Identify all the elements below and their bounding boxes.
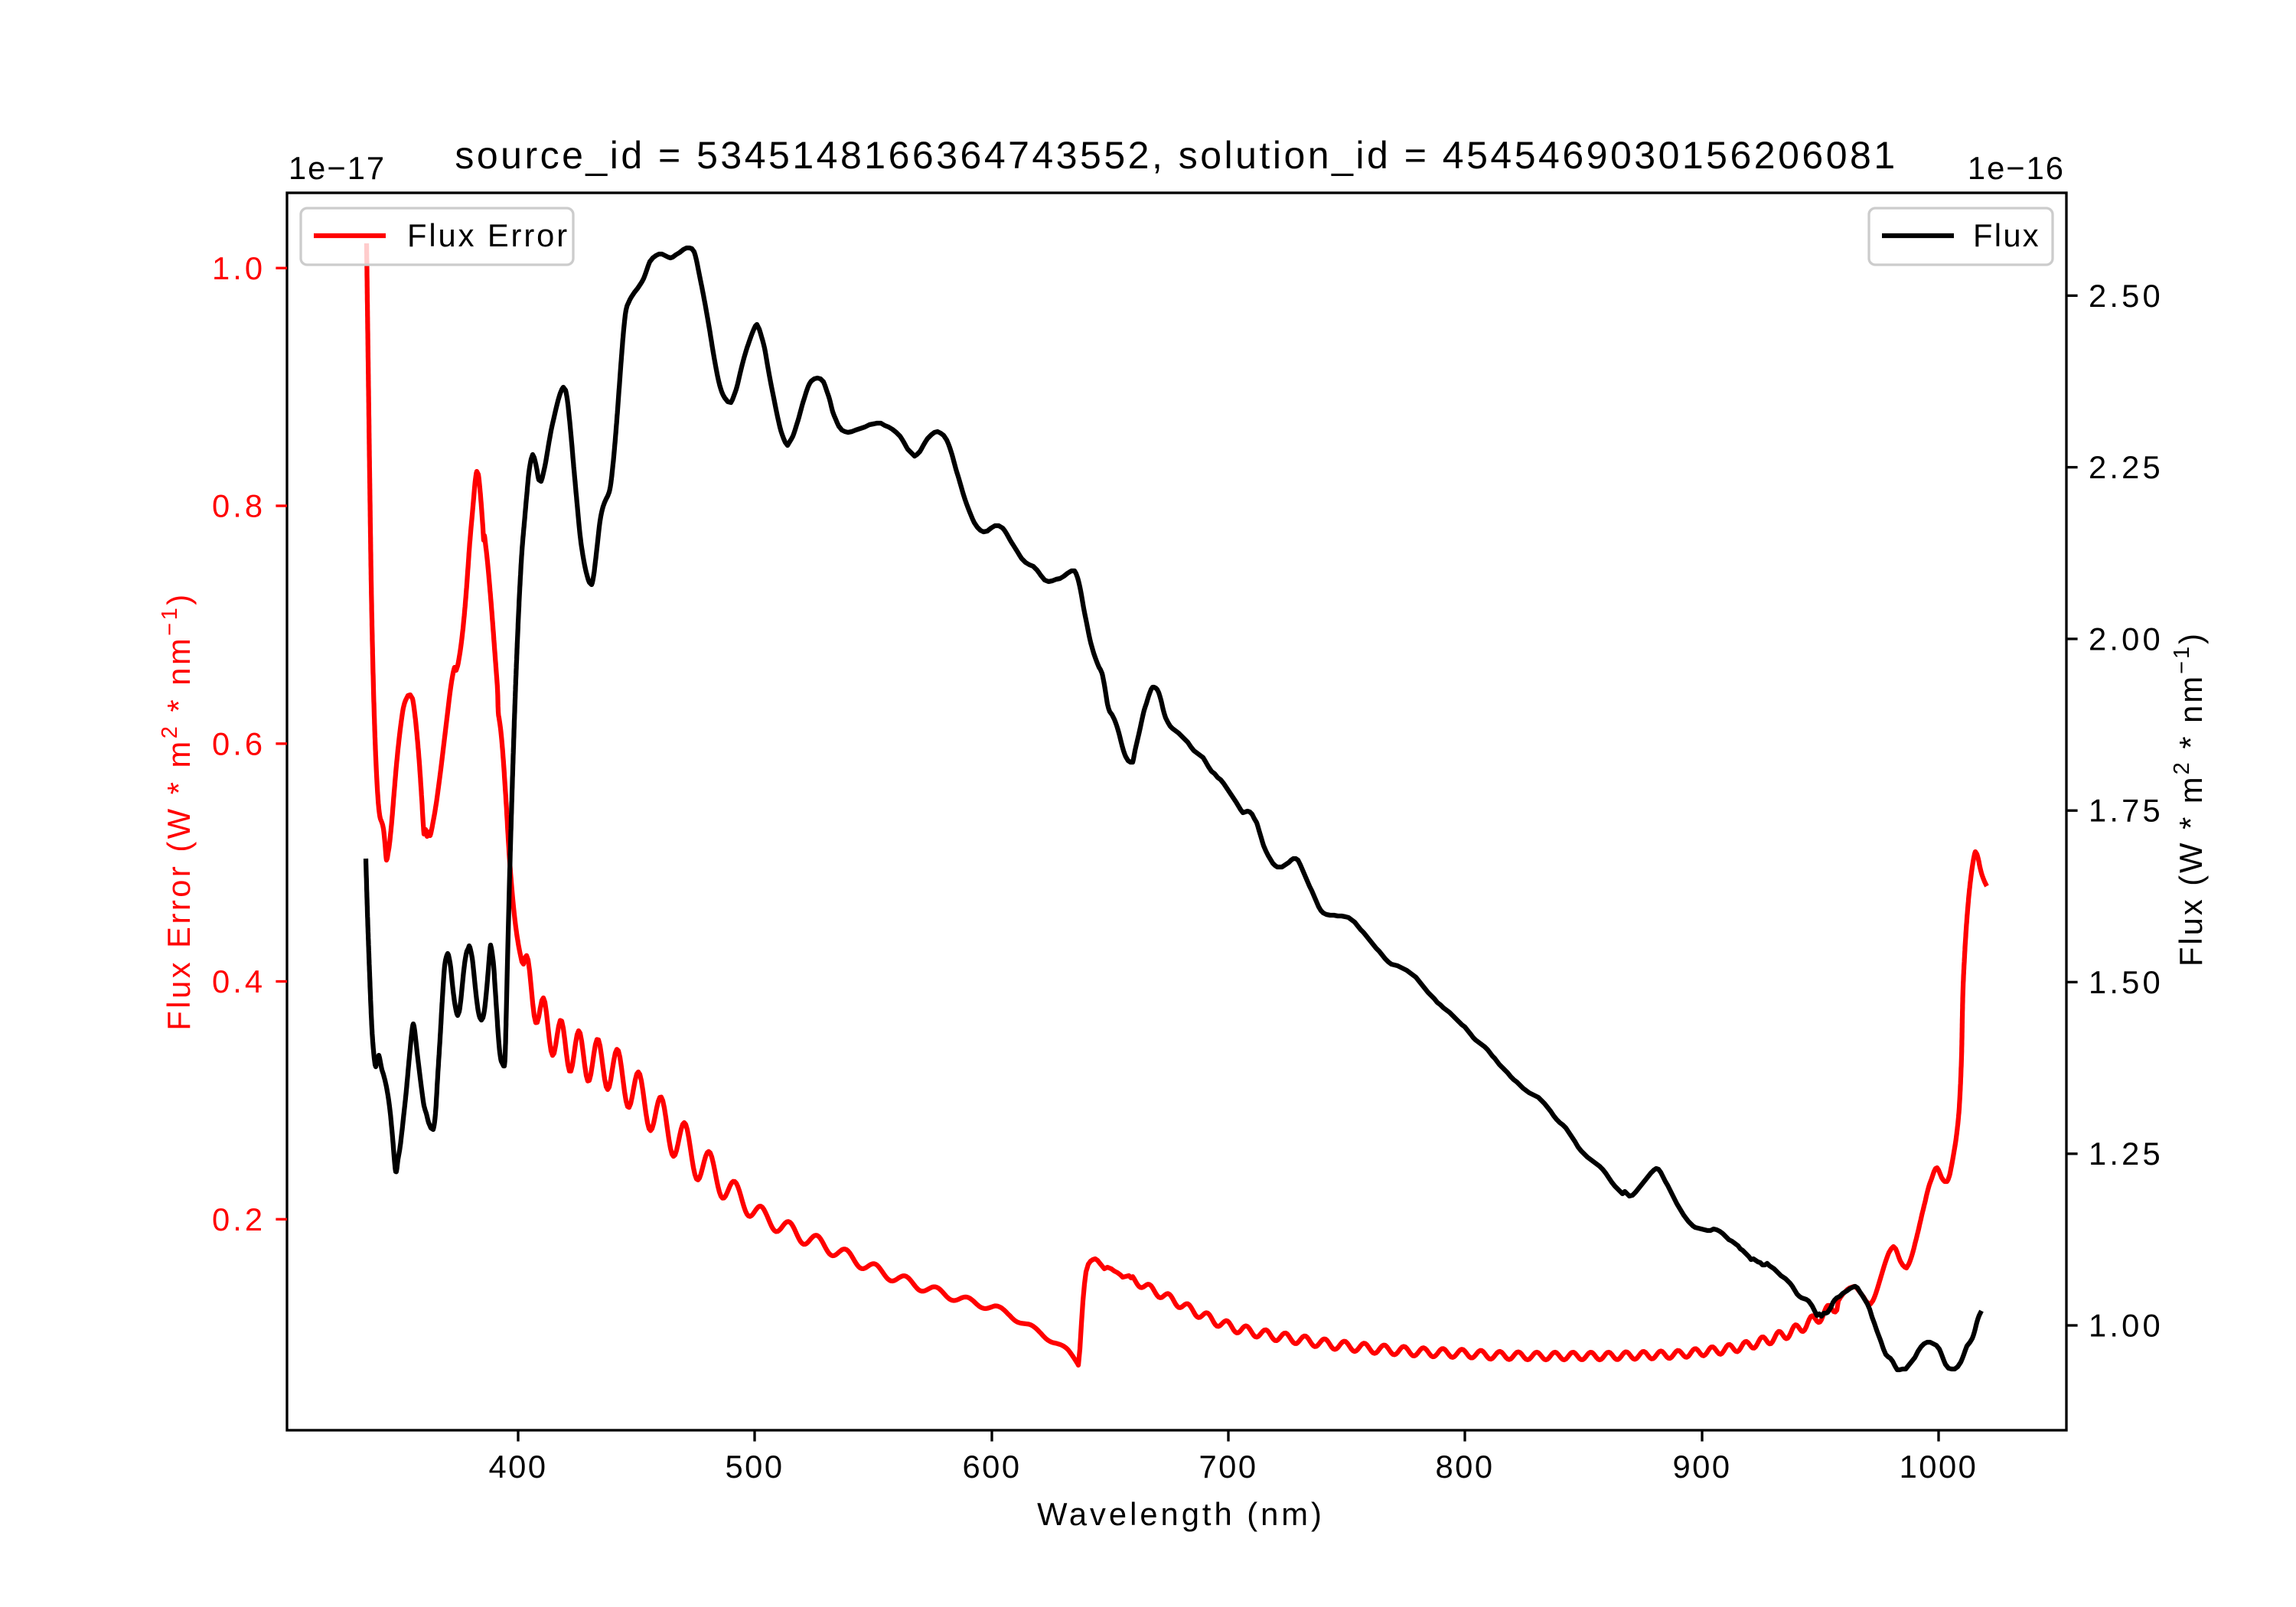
svg-text:600: 600 — [962, 1449, 1021, 1485]
svg-text:400: 400 — [488, 1449, 547, 1485]
svg-text:1000: 1000 — [1900, 1449, 1978, 1485]
svg-text:500: 500 — [725, 1449, 784, 1485]
svg-text:900: 900 — [1672, 1449, 1731, 1485]
svg-text:2.00: 2.00 — [2089, 621, 2164, 657]
svg-text:0.8: 0.8 — [212, 488, 266, 524]
svg-text:700: 700 — [1199, 1449, 1257, 1485]
svg-text:1e−17: 1e−17 — [289, 150, 386, 186]
svg-text:1.50: 1.50 — [2089, 964, 2164, 1000]
svg-text:Flux (W * m2 * nm−1): Flux (W * m2 * nm−1) — [2170, 631, 2209, 966]
svg-text:2.50: 2.50 — [2089, 278, 2164, 314]
svg-text:0.4: 0.4 — [212, 963, 266, 999]
svg-text:1.0: 1.0 — [212, 250, 266, 286]
svg-text:Flux Error (W * m2 * nm−1): Flux Error (W * m2 * nm−1) — [158, 592, 197, 1030]
svg-text:0.2: 0.2 — [212, 1201, 266, 1237]
svg-text:1.00: 1.00 — [2089, 1308, 2164, 1344]
svg-text:1e−16: 1e−16 — [1968, 150, 2065, 186]
svg-text:Flux Error: Flux Error — [407, 217, 569, 253]
svg-text:Wavelength (nm): Wavelength (nm) — [1037, 1496, 1325, 1532]
svg-text:800: 800 — [1435, 1449, 1494, 1485]
svg-text:1.75: 1.75 — [2089, 793, 2164, 829]
svg-text:Flux: Flux — [1973, 217, 2040, 253]
svg-text:0.6: 0.6 — [212, 725, 266, 761]
svg-text:2.25: 2.25 — [2089, 449, 2164, 485]
svg-text:1.25: 1.25 — [2089, 1136, 2164, 1172]
svg-text:source_id = 534514816636474355: source_id = 5345148166364743552, solutio… — [455, 134, 1897, 177]
